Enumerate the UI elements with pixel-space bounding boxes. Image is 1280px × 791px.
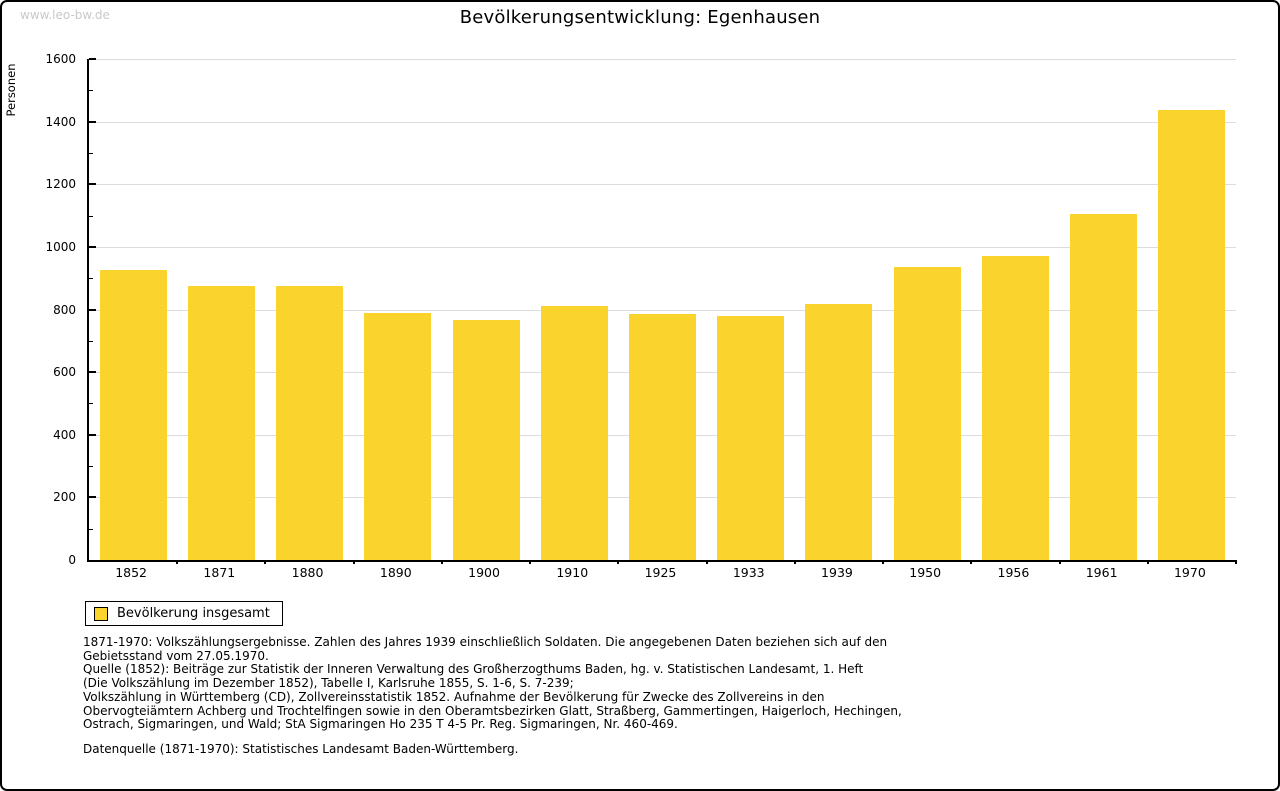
x-tick-label: 1880 — [291, 565, 324, 580]
x-axis-tick — [440, 560, 443, 564]
x-axis-tick — [1235, 560, 1237, 564]
bar-1933 — [717, 315, 785, 560]
footnote-line: (Die Volkszählung im Dezember 1852), Tab… — [83, 676, 574, 691]
watermark: www.leo-bw.de — [20, 8, 110, 22]
y-axis-major-tick — [89, 245, 96, 248]
y-tick-label: 1600 — [45, 52, 76, 66]
y-axis-major-tick — [89, 120, 96, 123]
footnote-line: Ostrach, Sigmaringen, und Wald; StA Sigm… — [83, 717, 678, 732]
x-axis-tick — [793, 560, 796, 564]
x-tick-label: 1956 — [997, 565, 1030, 580]
y-axis-minor-tick — [89, 152, 93, 154]
y-axis-major-tick — [89, 58, 96, 60]
y-axis-minor-tick — [89, 215, 93, 217]
y-tick-label: 200 — [53, 490, 76, 505]
x-tick-label: 1910 — [556, 565, 589, 580]
bar-1961 — [1070, 214, 1138, 560]
y-tick-label: 600 — [53, 365, 76, 380]
bar-1890 — [364, 312, 432, 560]
footnote-line: Volkszählung in Württemberg (CD), Zollve… — [83, 689, 825, 704]
legend-label: Bevölkerung insgesamt — [117, 606, 270, 621]
x-axis-tick — [1058, 560, 1061, 564]
bar-1950 — [893, 266, 961, 560]
y-tick-label: 1400 — [45, 114, 76, 129]
y-axis-minor-tick — [89, 278, 93, 280]
x-tick-label: 1961 — [1085, 565, 1118, 580]
y-axis-major-tick — [89, 433, 96, 436]
y-axis-minor-tick — [89, 90, 93, 92]
y-axis-minor-tick — [89, 403, 93, 405]
legend-swatch-icon — [94, 606, 108, 621]
gridline — [89, 121, 1236, 123]
bar-1910 — [540, 305, 608, 560]
footnote-line: 1871-1970: Volkszählungsergebnisse. Zahl… — [83, 635, 888, 649]
x-axis-tick — [882, 560, 885, 564]
bar-1871 — [187, 286, 255, 560]
y-axis-minor-tick — [89, 528, 93, 530]
bar-1852 — [99, 270, 167, 560]
datasource-line: Datenquelle (1871-1970): Statistisches L… — [83, 741, 519, 756]
gridline — [89, 246, 1236, 248]
x-axis-tick — [970, 560, 973, 564]
footnote-line: Obervogteiämtern Achberg und Trochtelfin… — [83, 703, 902, 718]
bar-1880 — [276, 286, 344, 560]
bar-1970 — [1158, 110, 1226, 560]
y-axis-major-tick — [89, 308, 96, 311]
x-axis-tick — [1146, 560, 1149, 564]
x-axis-tick — [529, 560, 532, 564]
bar-1939 — [805, 303, 873, 560]
x-tick-label: 1900 — [468, 565, 500, 580]
x-axis-tick — [705, 560, 708, 564]
y-axis-major-tick — [89, 371, 96, 374]
x-tick-label: 1890 — [379, 565, 412, 580]
gridline — [89, 59, 1236, 60]
x-tick-label: 1970 — [1173, 565, 1206, 580]
y-tick-label: 800 — [53, 302, 76, 317]
footnote-line: Gebietsstand vom 27.05.1970. — [83, 648, 269, 663]
legend: Bevölkerung insgesamt — [85, 601, 283, 626]
chart-title: Bevölkerungsentwicklung: Egenhausen — [459, 7, 821, 28]
x-axis-tick — [352, 560, 355, 564]
x-tick-label: 1852 — [115, 565, 148, 580]
y-tick-label: 1000 — [45, 239, 76, 254]
x-axis-tick — [176, 560, 179, 564]
x-tick-label: 1925 — [644, 565, 677, 580]
y-tick-label: 1200 — [45, 177, 76, 192]
x-tick-label: 1939 — [821, 565, 853, 580]
bar-1900 — [452, 320, 520, 560]
y-tick-label: 400 — [53, 427, 76, 442]
footnote-line: Quelle (1852): Beiträge zur Statistik de… — [83, 662, 864, 677]
y-axis-minor-tick — [89, 340, 93, 342]
gridline — [89, 184, 1236, 186]
bar-1925 — [628, 313, 697, 560]
x-axis-tick — [264, 560, 267, 564]
y-axis: 0 200 400 600 800 1000 1200 1400 1600 — [2, 52, 80, 567]
y-axis-major-tick — [89, 183, 96, 186]
bar-1956 — [981, 255, 1049, 560]
y-axis-minor-tick — [89, 466, 93, 468]
plot-area — [87, 58, 1237, 564]
x-axis-tick — [617, 560, 620, 564]
y-axis-major-tick — [89, 496, 96, 499]
x-tick-label: 1871 — [203, 565, 236, 580]
x-tick-label: 1950 — [909, 565, 942, 580]
gridline — [89, 309, 1236, 311]
footnotes: 1871-1970: Volkszählungsergebnisse. Zahl… — [83, 635, 902, 757]
x-axis: 1852 1871 1880 1890 1900 1910 1925 1933 1939 1950… — [87, 565, 1234, 581]
x-tick-label: 1933 — [732, 565, 765, 580]
y-tick-label: 0 — [68, 553, 76, 567]
